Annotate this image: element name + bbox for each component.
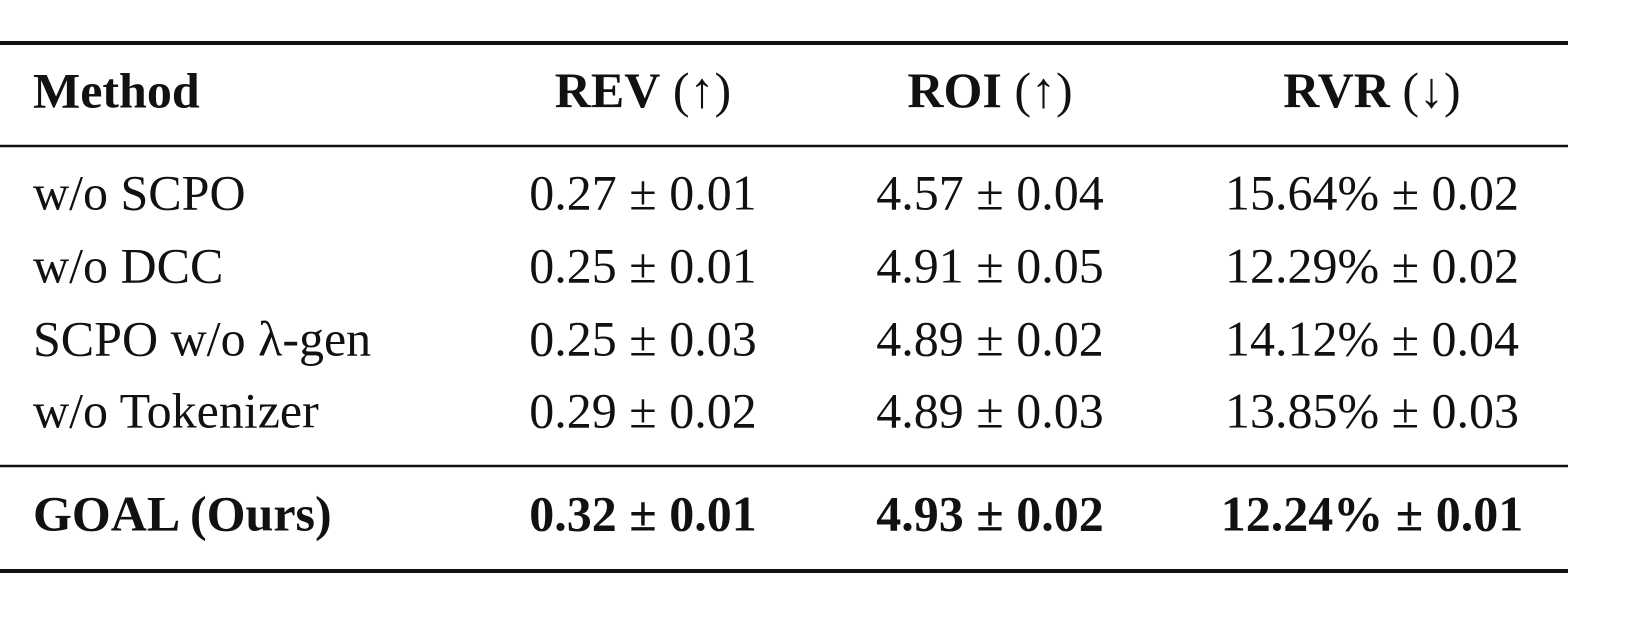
cell: 4.89 ± 0.03: [876, 382, 1103, 438]
header-arrow: (↑): [673, 62, 731, 118]
cell: 0.25 ± 0.03: [529, 310, 756, 366]
cell: 0.25 ± 0.01: [529, 237, 756, 293]
header-name: RVR: [1283, 62, 1390, 118]
header-cell: Method: [33, 62, 200, 118]
header-name: ROI: [907, 62, 1001, 118]
row-label: w/o SCPO: [33, 164, 246, 220]
row-label: SCPO w/o λ-gen: [33, 310, 371, 366]
cell: 12.29% ± 0.02: [1225, 237, 1519, 293]
header-cell: REV (↑): [555, 62, 731, 118]
header-name: REV: [555, 62, 661, 118]
header-cell: RVR (↓): [1283, 62, 1460, 118]
cell: 4.91 ± 0.05: [876, 237, 1103, 293]
header-arrow: (↑): [1014, 62, 1072, 118]
header-cell: ROI (↑): [907, 62, 1072, 118]
cell: 14.12% ± 0.04: [1225, 310, 1519, 366]
cell: 4.57 ± 0.04: [876, 164, 1103, 220]
header-arrow: (↓): [1402, 62, 1460, 118]
row-label: GOAL (Ours): [33, 485, 332, 541]
cell: 0.32 ± 0.01: [529, 485, 756, 541]
cell: 13.85% ± 0.03: [1225, 382, 1519, 438]
cell: 4.93 ± 0.02: [876, 485, 1103, 541]
cell: 0.27 ± 0.01: [529, 164, 756, 220]
cell: 0.29 ± 0.02: [529, 382, 756, 438]
cell: 12.24% ± 0.01: [1221, 485, 1523, 541]
row-label: w/o DCC: [33, 237, 223, 293]
row-label: w/o Tokenizer: [33, 382, 319, 438]
cell: 4.89 ± 0.02: [876, 310, 1103, 366]
cell: 15.64% ± 0.02: [1225, 164, 1519, 220]
